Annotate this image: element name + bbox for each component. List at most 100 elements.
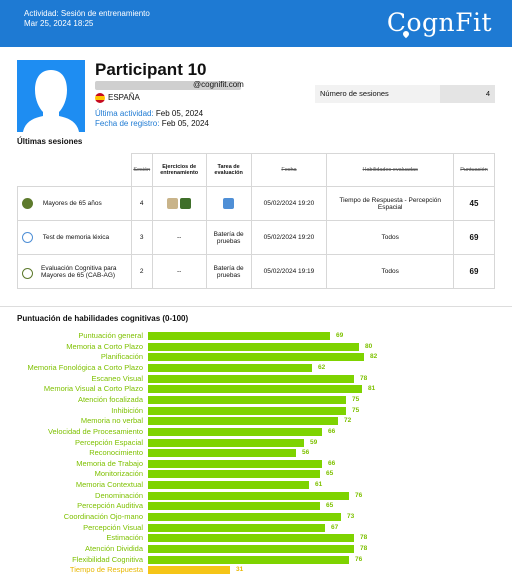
skill-value: 80 — [365, 342, 373, 350]
session-score: 45 — [453, 186, 495, 221]
skill-label: Tiempo de Respuesta — [69, 565, 143, 575]
skill-bar — [148, 342, 359, 351]
activity-datetime: Mar 25, 2024 18:25 — [24, 19, 94, 28]
skill-value: 62 — [318, 363, 326, 371]
skill-bar — [148, 491, 349, 500]
sessions-count-box: Número de sesiones 4 — [315, 85, 495, 103]
skill-label: Percepción Auditiva — [77, 501, 143, 511]
skill-row: Atención Dividida 78 — [0, 544, 512, 554]
sessions-title: Últimas sesiones — [17, 137, 83, 146]
session-count: 4 — [130, 186, 153, 221]
task-value: Batería de pruebas — [205, 220, 252, 255]
skill-value: 76 — [355, 491, 363, 499]
exercise-thumb-icon — [167, 198, 179, 209]
skill-row: Percepción Auditiva 65 — [0, 501, 512, 511]
activity-label: Actividad: Sesión de entrenamiento — [24, 9, 150, 18]
table-row[interactable]: Evaluación Cognitiva para Mayores de 65 … — [17, 254, 495, 289]
skill-row: Memoria Visual a Corto Plazo 81 — [0, 384, 512, 394]
email-domain: @cognifit.com — [193, 80, 244, 89]
session-date: 05/02/2024 19:20 — [250, 186, 328, 221]
skill-bar — [148, 459, 322, 468]
skill-row: Escaneo Visual 78 — [0, 374, 512, 384]
skill-value: 78 — [360, 545, 368, 552]
skill-label: Memoria Fonológica a Corto Plazo — [27, 362, 143, 372]
task-thumb-icon — [223, 198, 235, 209]
col-tarea: Tarea de evaluación — [205, 153, 252, 187]
skill-bar — [148, 385, 362, 394]
skill-value: 75 — [352, 395, 360, 403]
col-sesion: Sesión — [130, 153, 153, 187]
skill-value: 61 — [315, 481, 323, 489]
skill-value: 81 — [368, 385, 376, 393]
skill-bar — [148, 374, 354, 383]
spain-flag-icon — [95, 93, 105, 103]
exercise-thumb-icon — [180, 198, 192, 209]
col-habilidades: Habilidades evaluadas — [326, 153, 454, 187]
skill-row: Monitorización 65 — [0, 469, 512, 479]
skill-row: Puntuación general 69 — [0, 331, 512, 341]
last-activity: Última actividad: Feb 05, 2024 — [95, 109, 204, 118]
skill-value: 78 — [360, 534, 368, 542]
assessment-icon — [22, 267, 33, 279]
skill-label: Inhibición — [111, 405, 143, 415]
skill-label: Atención Dividida — [85, 544, 143, 553]
skill-row: Memoria a Corto Plazo 80 — [0, 342, 512, 352]
session-name: Test de memoria léxica — [42, 234, 110, 242]
skill-label: Estimación — [106, 533, 143, 543]
table-row[interactable]: Mayores de 65 años 4 05/02/2024 19:20 Ti… — [17, 186, 495, 221]
skill-label: Memoria Contextual — [75, 480, 143, 490]
skill-bar — [148, 566, 230, 575]
session-date: 05/02/2024 19:19 — [250, 254, 328, 289]
session-count: 2 — [130, 254, 153, 289]
skill-row: Percepción Espacial 59 — [0, 438, 512, 448]
skill-bar — [148, 427, 322, 436]
skill-label: Memoria Visual a Corto Plazo — [43, 384, 143, 394]
skill-row: Coordinación Ojo-mano 73 — [0, 512, 512, 522]
cognifit-logo: CognFit — [386, 8, 492, 39]
skill-bar — [148, 470, 320, 479]
skill-label: Puntuación general — [78, 331, 143, 340]
skill-label: Percepción Visual — [83, 522, 143, 532]
skill-row: Memoria de Trabajo 66 — [0, 459, 512, 469]
skill-bar — [148, 481, 309, 490]
skill-value: 66 — [328, 459, 336, 467]
country: ESPAÑA — [108, 93, 140, 102]
skill-bar — [148, 395, 346, 404]
skill-value: 56 — [302, 449, 310, 457]
sessions-table: Sesión Ejercicios de entrenamiento Tarea… — [17, 153, 495, 289]
registration-date: Fecha de registro: Feb 05, 2024 — [95, 119, 209, 128]
exercises-value: -- — [151, 254, 207, 289]
skill-value: 67 — [331, 523, 339, 531]
skills-title: Puntuación de habilidades cognitivas (0-… — [17, 314, 189, 323]
col-fecha: Fecha — [250, 153, 328, 187]
skill-value: 65 — [326, 502, 334, 510]
task-thumbs — [205, 186, 252, 221]
skill-label: Percepción Espacial — [75, 437, 143, 447]
skill-bar — [148, 534, 354, 543]
skill-bar — [148, 449, 296, 458]
skill-bar — [148, 523, 325, 532]
skill-value: 65 — [326, 470, 334, 478]
skill-value: 73 — [347, 513, 355, 521]
sessions-count-label: Número de sesiones — [315, 85, 440, 103]
skill-value: 59 — [310, 438, 318, 446]
skill-row: Memoria Contextual 61 — [0, 480, 512, 490]
exercises-thumbs — [151, 186, 207, 221]
skill-label: Denominación — [95, 490, 143, 500]
session-score: 69 — [453, 220, 495, 255]
skill-row: Tiempo de Respuesta 31 — [0, 565, 512, 575]
task-value: Batería de pruebas — [205, 254, 252, 289]
table-row[interactable]: Test de memoria léxica 3 -- Batería de p… — [17, 220, 495, 255]
skill-row: Planificación 82 — [0, 352, 512, 362]
skill-value: 31 — [236, 566, 244, 574]
session-date: 05/02/2024 19:20 — [250, 220, 328, 255]
skill-label: Planificación — [100, 352, 143, 362]
skill-bar — [148, 417, 338, 426]
skill-bar — [148, 513, 341, 522]
skill-label: Memoria a Corto Plazo — [66, 341, 143, 351]
skill-row: Estimación 78 — [0, 533, 512, 543]
skill-value: 78 — [360, 374, 368, 382]
skill-label: Monitorización — [94, 469, 143, 479]
lexical-test-icon — [22, 232, 33, 243]
skill-row: Velocidad de Procesamiento 66 — [0, 427, 512, 437]
